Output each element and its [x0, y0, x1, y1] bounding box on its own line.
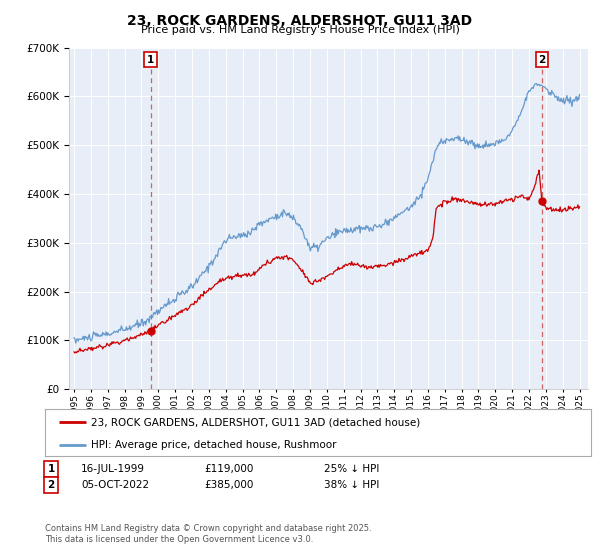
- Text: 2: 2: [538, 55, 545, 65]
- Text: £119,000: £119,000: [204, 464, 253, 474]
- Text: 1: 1: [47, 464, 55, 474]
- Text: HPI: Average price, detached house, Rushmoor: HPI: Average price, detached house, Rush…: [91, 440, 337, 450]
- Text: £385,000: £385,000: [204, 480, 253, 490]
- Text: 38% ↓ HPI: 38% ↓ HPI: [324, 480, 379, 490]
- Text: 25% ↓ HPI: 25% ↓ HPI: [324, 464, 379, 474]
- Text: 1: 1: [147, 55, 154, 65]
- Text: 23, ROCK GARDENS, ALDERSHOT, GU11 3AD: 23, ROCK GARDENS, ALDERSHOT, GU11 3AD: [127, 14, 473, 28]
- Text: 16-JUL-1999: 16-JUL-1999: [81, 464, 145, 474]
- Text: Price paid vs. HM Land Registry's House Price Index (HPI): Price paid vs. HM Land Registry's House …: [140, 25, 460, 35]
- Text: 05-OCT-2022: 05-OCT-2022: [81, 480, 149, 490]
- Text: 23, ROCK GARDENS, ALDERSHOT, GU11 3AD (detached house): 23, ROCK GARDENS, ALDERSHOT, GU11 3AD (d…: [91, 417, 421, 427]
- Text: Contains HM Land Registry data © Crown copyright and database right 2025.
This d: Contains HM Land Registry data © Crown c…: [45, 524, 371, 544]
- Text: 2: 2: [47, 480, 55, 490]
